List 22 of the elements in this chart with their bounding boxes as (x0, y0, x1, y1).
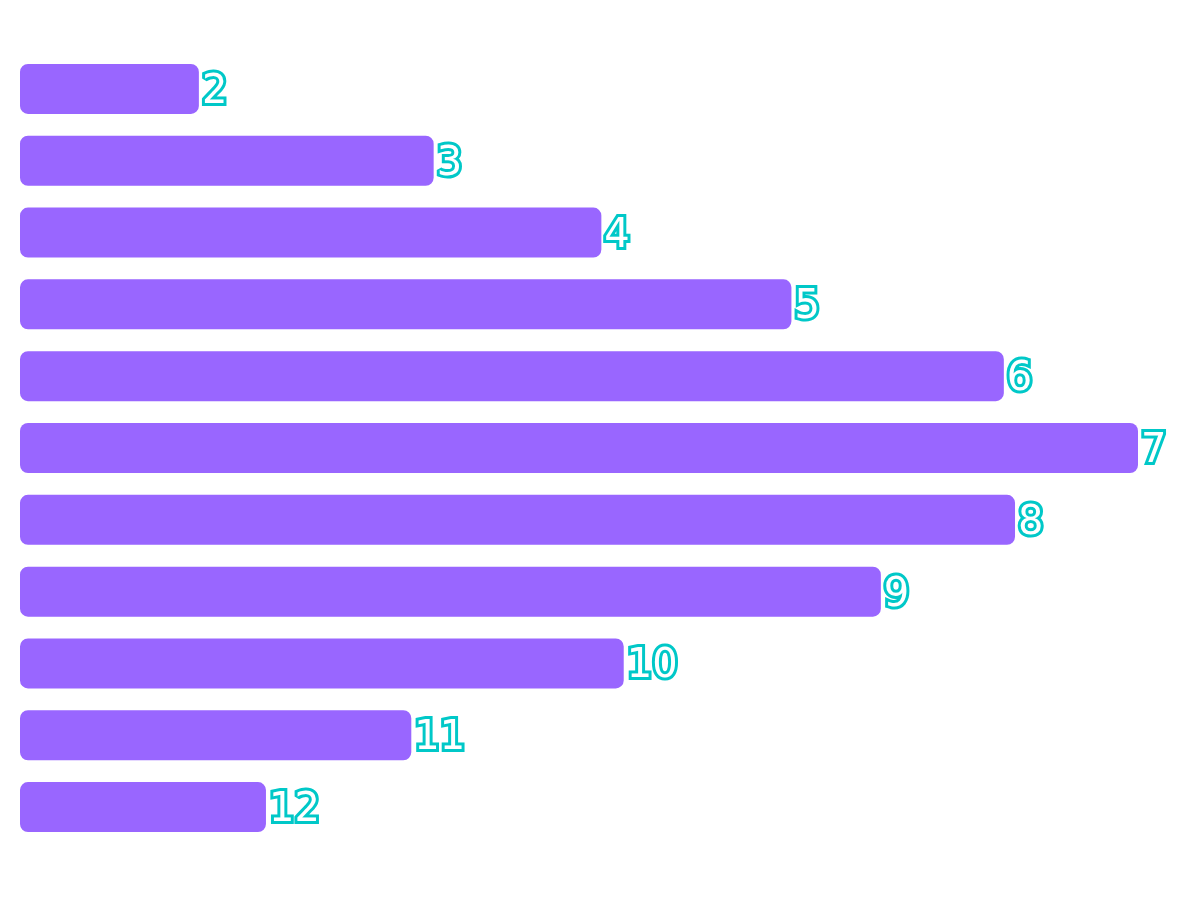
bar (20, 494, 1016, 545)
y-tick-label: 4 (604, 209, 630, 256)
bar (20, 279, 792, 330)
bar (20, 638, 624, 689)
y-tick-label: 2 (201, 65, 228, 112)
bar (20, 423, 1138, 473)
y-tick-label: 10 (626, 640, 678, 687)
y-tick-label: 7 (1141, 425, 1167, 471)
bar (20, 566, 881, 617)
bar (20, 710, 412, 761)
y-tick-label: 3 (436, 137, 463, 184)
y-tick-label: 8 (1018, 496, 1044, 543)
bar (20, 351, 1004, 402)
y-tick-label: 9 (883, 568, 910, 615)
y-tick-label: 6 (1006, 353, 1033, 400)
bar (20, 135, 434, 186)
y-tick-label: 5 (794, 281, 820, 328)
bar (20, 207, 602, 258)
bar (20, 782, 266, 833)
y-tick-label: 12 (268, 784, 320, 831)
bar (20, 63, 199, 114)
y-tick-label: 11 (414, 712, 466, 759)
